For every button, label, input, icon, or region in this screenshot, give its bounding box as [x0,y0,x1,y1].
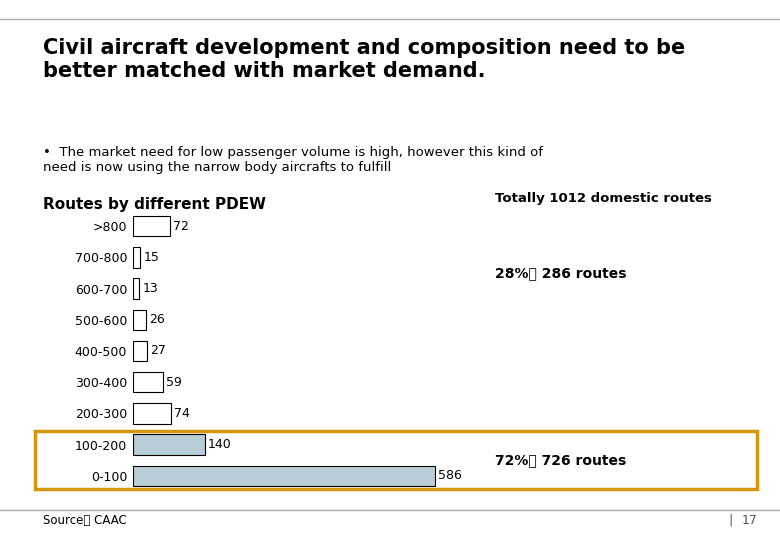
Text: 140: 140 [208,438,232,451]
Text: 72%， 726 routes: 72%， 726 routes [495,453,626,467]
Text: 13: 13 [143,282,158,295]
Text: 74: 74 [174,407,190,420]
Bar [133,309,146,330]
Text: 59: 59 [166,376,182,389]
Bar [133,341,147,361]
Text: 17: 17 [742,514,757,526]
Bar [133,247,140,267]
Text: |: | [729,514,738,526]
Text: Source： CAAC: Source： CAAC [43,514,126,526]
Text: 15: 15 [144,251,159,264]
Bar [133,279,140,299]
Text: 28%， 286 routes: 28%， 286 routes [495,266,627,280]
Bar [133,435,205,455]
Text: 72: 72 [173,220,189,233]
Bar [133,216,170,237]
Text: 26: 26 [149,313,165,326]
Bar [133,403,171,423]
Bar [133,465,435,486]
Text: Totally 1012 domestic routes: Totally 1012 domestic routes [495,192,712,205]
Bar [133,372,163,393]
Text: 586: 586 [438,469,462,482]
Text: •  The market need for low passenger volume is high, however this kind of
need i: • The market need for low passenger volu… [43,146,543,174]
Text: Civil aircraft development and composition need to be
better matched with market: Civil aircraft development and compositi… [43,38,685,81]
Text: Routes by different PDEW: Routes by different PDEW [43,197,266,212]
Text: 27: 27 [150,345,165,357]
